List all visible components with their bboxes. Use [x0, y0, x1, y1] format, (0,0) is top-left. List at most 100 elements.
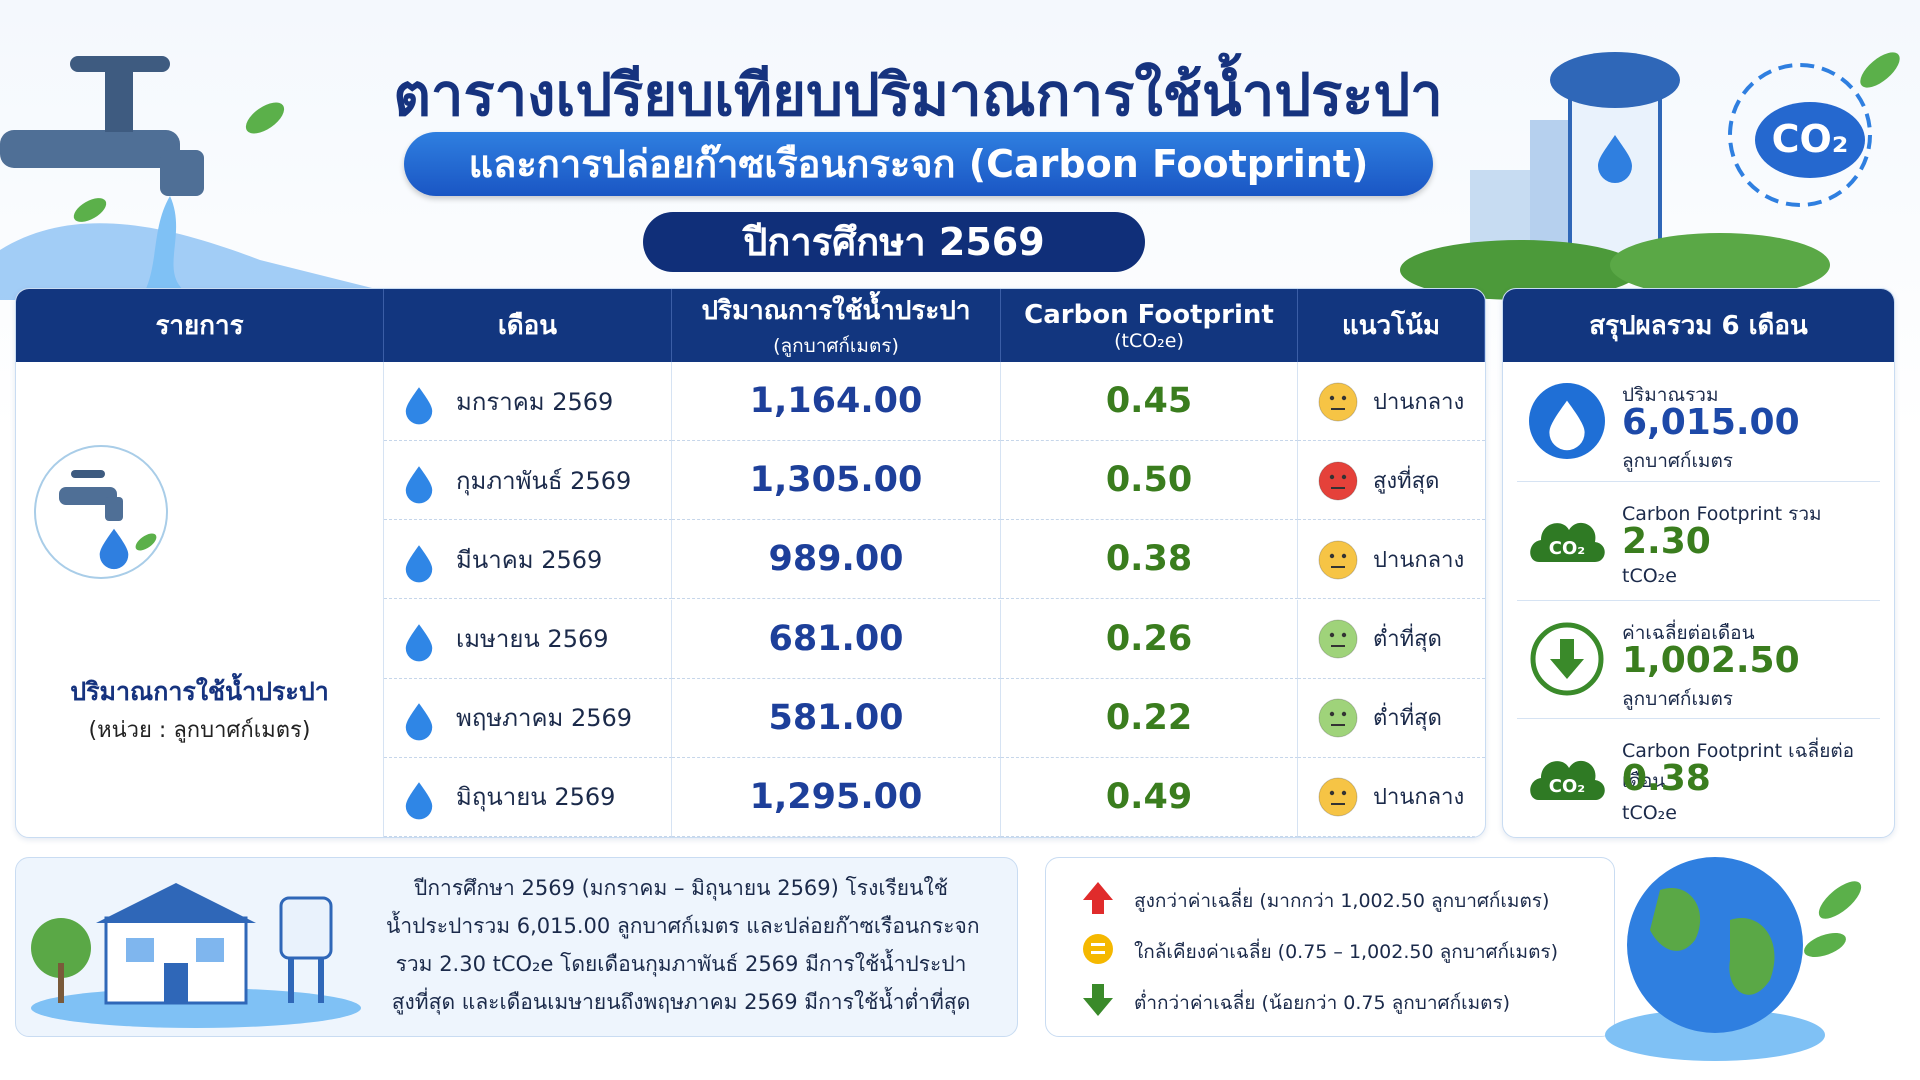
legend-text: สูงกว่าค่าเฉลี่ย (มากกว่า 1,002.50 ลูกบา…	[1134, 890, 1550, 912]
month-cell: กุมภาพันธ์ 2569	[384, 441, 672, 521]
carbon-cell: 0.26	[1001, 599, 1298, 679]
globe-illustration	[1605, 857, 1862, 1061]
eye	[1329, 632, 1335, 638]
eye	[1341, 712, 1347, 717]
eye	[1329, 553, 1335, 559]
column-header: แนวโน้ม	[1298, 289, 1485, 362]
year-pill: ปีการศึกษา 2569	[643, 212, 1145, 272]
face	[1318, 698, 1358, 738]
summary-icon	[1529, 383, 1605, 460]
summary-label: Carbon Footprint เฉลี่ยต่อเดือน	[1622, 740, 1855, 793]
eye	[1329, 791, 1335, 796]
carbon-value: 0.50	[1105, 460, 1193, 501]
eye	[1341, 395, 1347, 400]
faucet-body	[59, 487, 117, 505]
usage-value: 581.00	[768, 697, 904, 738]
eye	[1329, 712, 1335, 717]
leaf	[135, 533, 157, 551]
trend-cell: สูงที่สุด	[1298, 441, 1485, 521]
drop-icon	[99, 528, 129, 570]
bar	[1091, 943, 1105, 946]
usage-cell: 1,164.00	[672, 362, 1001, 442]
equal-icon	[1083, 934, 1113, 964]
face	[1318, 619, 1358, 659]
co2-text: CO₂	[1549, 776, 1585, 797]
trend-face	[1318, 382, 1358, 422]
trend-cell: ต่ำที่สุด	[1298, 600, 1485, 679]
note-line: น้ำประปารวม 6,015.00 ลูกบาศก์เมตร และปล่…	[386, 914, 980, 938]
trend-label: ปานกลาง	[1373, 785, 1465, 811]
column-unit: (tCO₂e)	[1114, 329, 1184, 352]
carbon-value: 0.49	[1105, 776, 1193, 817]
trend-face	[1318, 777, 1358, 817]
bar	[1091, 951, 1105, 954]
note-line: สูงที่สุด และเดือนเมษายนถึงพฤษภาคม 2569 …	[391, 990, 971, 1014]
note-box: ปีการศึกษา 2569 (มกราคม – มิถุนายน 2569)…	[15, 857, 1018, 1037]
drop-icon	[405, 624, 433, 662]
summary-unit: ลูกบาศก์เมตร	[1622, 450, 1734, 472]
summary-label: Carbon Footprint รวม	[1622, 502, 1822, 525]
summary-icon: CO₂	[1530, 760, 1605, 800]
summary-unit: tCO₂e	[1622, 802, 1677, 825]
legend-text: ต่ำกว่าค่าเฉลี่ย (น้อยกว่า 0.75 ลูกบาศก์…	[1134, 992, 1511, 1014]
usage-cell: 989.00	[672, 520, 1001, 600]
column-header: ปริมาณการใช้น้ำประปา (ลูกบาศก์เมตร)	[672, 289, 1001, 362]
arrow-down	[1083, 984, 1113, 1016]
drop-icon	[405, 703, 433, 741]
summary-item: CO₂ Carbon Footprint รวม 2.30 tCO₂e	[1517, 481, 1880, 601]
column-header: รายการ	[16, 289, 384, 362]
usage-cell: 1,295.00	[672, 757, 1001, 837]
co2-text: CO₂	[1772, 117, 1849, 161]
column-label: รายการ	[155, 311, 244, 341]
month-label: มกราคม 2569	[456, 387, 614, 416]
month-label: มิถุนายน 2569	[456, 783, 616, 812]
legend-icon	[1083, 882, 1113, 914]
usage-cell: 581.00	[672, 678, 1001, 758]
carbon-cell: 0.50	[1001, 441, 1298, 521]
cloud	[1530, 522, 1605, 563]
face	[1318, 777, 1358, 817]
column-label: เดือน	[497, 311, 558, 341]
drop-icon-box	[405, 465, 433, 504]
trend-cell: ปานกลาง	[1298, 520, 1485, 600]
drop-icon	[405, 782, 433, 820]
summary-value: 6,015.00	[1622, 402, 1800, 443]
header-decor: CO₂	[0, 52, 1900, 300]
usage-value: 1,164.00	[749, 381, 923, 422]
carbon-value: 0.45	[1105, 381, 1193, 422]
co2-text: CO₂	[1549, 538, 1585, 559]
usage-value: 681.00	[768, 618, 904, 659]
title: ตารางเปรียบเทียบปริมาณการใช้น้ำประปา	[393, 61, 1443, 129]
carbon-cell: 0.49	[1001, 757, 1298, 837]
column-unit: (ลูกบาศก์เมตร)	[773, 335, 899, 357]
summary-panel: สรุปผลรวม 6 เดือน ปริมาณรวม 6,015.00 ลูกบาศ…	[1502, 288, 1895, 838]
month-cell: มิถุนายน 2569	[384, 757, 672, 837]
trend-label: ปานกลาง	[1373, 389, 1465, 415]
usage-cell: 1,305.00	[672, 441, 1001, 521]
carbon-value: 0.26	[1105, 618, 1193, 659]
drop-icon-box	[405, 545, 433, 583]
drop-icon	[405, 386, 433, 424]
legend-icon	[1083, 934, 1113, 964]
month-cell: เมษายน 2569	[384, 599, 672, 679]
carbon-cell: 0.22	[1001, 678, 1298, 758]
school-illustration	[31, 883, 361, 1028]
face	[1318, 540, 1358, 580]
trend-face	[1318, 540, 1358, 580]
month-cell: มีนาคม 2569	[384, 520, 672, 600]
usage-value: 1,295.00	[749, 776, 923, 817]
eye	[1329, 474, 1335, 479]
item-unit: (หน่วย : ลูกบาศก์เมตร)	[88, 718, 311, 743]
summary-value: 1,002.50	[1622, 639, 1800, 681]
summary-title: สรุปผลรวม 6 เดือน	[1503, 289, 1894, 362]
summary-unit: tCO₂e	[1622, 564, 1677, 587]
trend-face	[1318, 461, 1358, 501]
column-label: ปริมาณการใช้น้ำประปา	[701, 296, 971, 326]
subtitle: และการปล่อยก๊าซเรือนกระจก (Carbon Footpr…	[404, 132, 1433, 196]
face	[1318, 461, 1358, 501]
note-line: ปีการศึกษา 2569 (มกราคม – มิถุนายน 2569)…	[414, 876, 948, 900]
arrow	[1550, 638, 1584, 679]
month-cell: มกราคม 2569	[384, 362, 672, 442]
legend-text: ใกล้เคียงค่าเฉลี่ย (0.75 – 1,002.50 ลูกบ…	[1134, 941, 1559, 963]
summary-item: CO₂ Carbon Footprint เฉลี่ยต่อเดือน 0.38 tC…	[1517, 718, 1880, 837]
